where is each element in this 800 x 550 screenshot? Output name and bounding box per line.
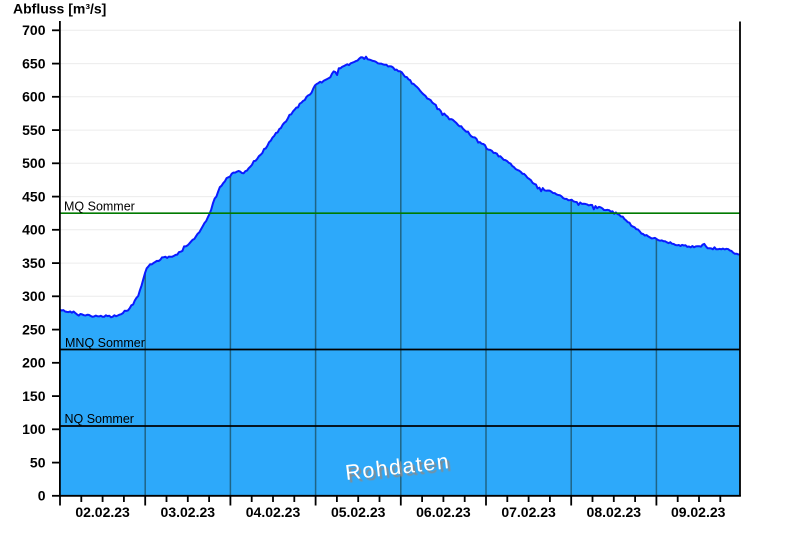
- svg-text:650: 650: [22, 55, 46, 71]
- svg-text:05.02.23: 05.02.23: [331, 504, 386, 520]
- svg-text:04.02.23: 04.02.23: [246, 504, 301, 520]
- svg-text:Abfluss [m³/s]: Abfluss [m³/s]: [13, 1, 106, 17]
- svg-text:250: 250: [22, 321, 46, 337]
- svg-text:09.02.23: 09.02.23: [671, 504, 726, 520]
- svg-text:700: 700: [22, 22, 46, 38]
- svg-text:MNQ Sommer: MNQ Sommer: [65, 336, 145, 350]
- svg-text:400: 400: [22, 222, 46, 238]
- svg-text:03.02.23: 03.02.23: [161, 504, 216, 520]
- svg-text:350: 350: [22, 255, 46, 271]
- svg-text:50: 50: [30, 454, 46, 470]
- svg-text:200: 200: [22, 355, 46, 371]
- svg-text:500: 500: [22, 155, 46, 171]
- svg-text:600: 600: [22, 89, 46, 105]
- svg-text:02.02.23: 02.02.23: [75, 504, 130, 520]
- svg-text:550: 550: [22, 122, 46, 138]
- svg-text:100: 100: [22, 421, 46, 437]
- svg-text:MQ Sommer: MQ Sommer: [64, 200, 135, 214]
- svg-text:300: 300: [22, 288, 46, 304]
- svg-text:06.02.23: 06.02.23: [416, 504, 471, 520]
- svg-text:0: 0: [38, 488, 46, 504]
- svg-text:450: 450: [22, 188, 46, 204]
- svg-text:07.02.23: 07.02.23: [501, 504, 556, 520]
- svg-text:08.02.23: 08.02.23: [587, 504, 642, 520]
- svg-text:NQ Sommer: NQ Sommer: [65, 412, 134, 426]
- svg-text:150: 150: [22, 388, 46, 404]
